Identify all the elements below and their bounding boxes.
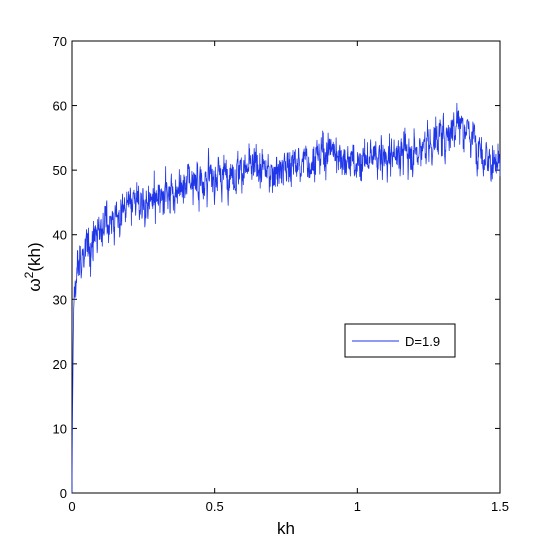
x-tick-label: 1.5 [491,499,509,514]
x-axis-ticks: 0 0.5 1 1.5 [68,41,509,514]
y-axis-label: ω2(kh) [22,242,44,291]
legend: D=1.9 [344,323,456,358]
y-tick-label: 60 [53,99,67,114]
y-tick-label: 30 [53,292,67,307]
legend-box [344,323,456,358]
series-line-d19 [71,102,501,494]
y-tick-label: 40 [53,228,67,243]
y-axis-ticks: 0 10 20 30 40 50 60 70 [53,34,500,501]
y-tick-label: 20 [53,357,67,372]
x-tick-label: 1 [354,499,361,514]
plot-frame [71,40,501,494]
y-tick-label: 70 [53,34,67,49]
y-tick-label: 10 [53,421,67,436]
x-tick-label: 0.5 [206,499,224,514]
y-tick-label: 50 [53,163,67,178]
x-axis-label: kh [277,519,295,538]
legend-label: D=1.9 [405,334,440,349]
y-tick-label: 0 [60,486,67,501]
x-tick-label: 0 [68,499,75,514]
